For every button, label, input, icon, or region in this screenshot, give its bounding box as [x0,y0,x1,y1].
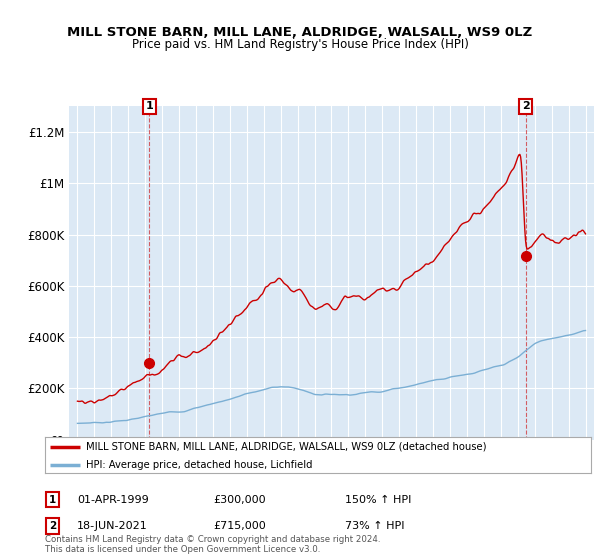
Text: £715,000: £715,000 [213,521,266,531]
Text: 2: 2 [522,101,529,111]
Text: 73% ↑ HPI: 73% ↑ HPI [345,521,404,531]
Text: MILL STONE BARN, MILL LANE, ALDRIDGE, WALSALL, WS9 0LZ: MILL STONE BARN, MILL LANE, ALDRIDGE, WA… [67,26,533,39]
Text: MILL STONE BARN, MILL LANE, ALDRIDGE, WALSALL, WS9 0LZ (detached house): MILL STONE BARN, MILL LANE, ALDRIDGE, WA… [86,442,487,451]
Text: 01-APR-1999: 01-APR-1999 [77,494,149,505]
Text: 18-JUN-2021: 18-JUN-2021 [77,521,148,531]
Text: 1: 1 [146,101,154,111]
Text: £300,000: £300,000 [213,494,266,505]
Text: Contains HM Land Registry data © Crown copyright and database right 2024.
This d: Contains HM Land Registry data © Crown c… [45,535,380,554]
Text: 150% ↑ HPI: 150% ↑ HPI [345,494,412,505]
Text: HPI: Average price, detached house, Lichfield: HPI: Average price, detached house, Lich… [86,460,313,470]
Text: Price paid vs. HM Land Registry's House Price Index (HPI): Price paid vs. HM Land Registry's House … [131,38,469,52]
Text: 2: 2 [49,521,56,531]
Text: 1: 1 [49,494,56,505]
